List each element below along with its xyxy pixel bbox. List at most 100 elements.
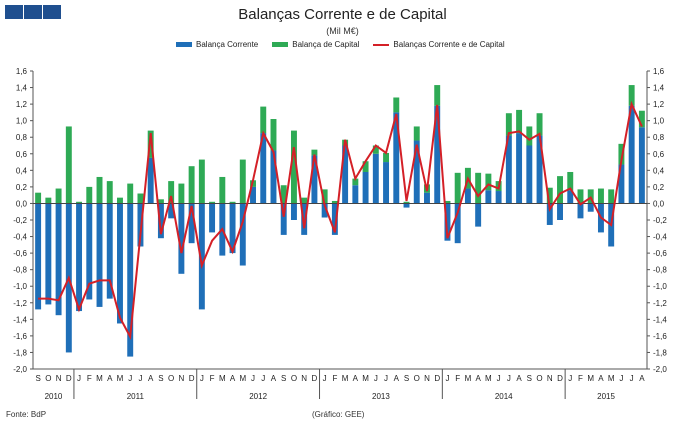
bar-capital-account — [35, 192, 42, 204]
bar-capital-account — [198, 159, 205, 204]
bar-capital-account — [577, 189, 584, 204]
bar-current-account — [209, 203, 216, 233]
x-tick-label-month: N — [56, 374, 62, 383]
x-tick-label-month: J — [374, 374, 378, 383]
bar-capital-account — [444, 200, 451, 204]
y-tick-label-right: 1,6 — [653, 67, 665, 76]
bar-current-account — [352, 185, 359, 204]
y-tick-label-left: -1,8 — [13, 348, 27, 357]
y-tick-label-right: -2,0 — [653, 365, 667, 374]
x-tick-label-month: D — [557, 374, 563, 383]
bar-current-account — [239, 203, 246, 266]
x-tick-label-month: A — [148, 374, 154, 383]
bar-capital-account — [270, 119, 277, 151]
bar-current-account — [577, 203, 584, 219]
legend-item-combined: Balanças Corrente e de Capital — [373, 40, 505, 49]
header-block — [43, 5, 61, 19]
bar-capital-account — [178, 183, 185, 204]
y-tick-label-left: -0,6 — [13, 249, 27, 258]
x-tick-label-month: J — [138, 374, 142, 383]
y-tick-label-left: 0,8 — [16, 133, 28, 142]
x-tick-label-month: J — [497, 374, 501, 383]
bar-capital-account — [65, 126, 72, 204]
bar-current-account — [321, 203, 328, 218]
y-tick-label-left: -0,8 — [13, 266, 27, 275]
y-tick-label-left: 1,4 — [16, 84, 28, 93]
bar-capital-account — [567, 171, 574, 191]
bar-current-account — [587, 203, 594, 212]
legend-label-combined: Balanças Corrente e de Capital — [393, 40, 505, 49]
bar-current-account — [157, 203, 164, 239]
x-tick-label-month: D — [312, 374, 318, 383]
y-tick-label-right: -1,2 — [653, 299, 667, 308]
y-tick-label-left: -2,0 — [13, 365, 27, 374]
bar-current-account — [424, 192, 430, 204]
bar-current-account — [86, 203, 93, 300]
x-tick-label-month: O — [414, 374, 420, 383]
bar-capital-account — [45, 197, 52, 204]
bar-current-account — [516, 133, 523, 204]
legend-label-current: Balança Corrente — [196, 40, 259, 49]
x-tick-label-month: M — [362, 374, 369, 383]
y-tick-label-left: 1,2 — [16, 100, 28, 109]
bar-capital-account — [454, 172, 461, 204]
bar-current-account — [55, 203, 62, 316]
bar-capital-account — [301, 197, 308, 204]
bar-current-account — [505, 135, 512, 204]
x-tick-label-month: F — [87, 374, 92, 383]
y-tick-label-right: -1,6 — [653, 332, 667, 341]
y-tick-label-left: -1,4 — [13, 315, 27, 324]
x-tick-label-month: O — [45, 374, 51, 383]
line-combined-balance — [38, 100, 643, 341]
y-tick-label-right: 1,0 — [653, 117, 665, 126]
x-tick-label-month: A — [230, 374, 236, 383]
chart-title: Balanças Corrente e de Capital — [238, 6, 447, 23]
bar-capital-account — [321, 189, 328, 204]
y-tick-label-left: 0,6 — [16, 150, 28, 159]
x-tick-label-month: J — [261, 374, 265, 383]
bar-capital-account — [290, 130, 297, 204]
x-tick-label-month: S — [281, 374, 286, 383]
bar-current-account — [147, 157, 154, 204]
legend-item-current: Balança Corrente — [176, 40, 258, 49]
bar-current-account — [638, 127, 645, 204]
bar-current-account — [168, 203, 175, 219]
y-tick-label-left: -1,2 — [13, 299, 27, 308]
x-tick-label-month: S — [404, 374, 409, 383]
bar-capital-account — [618, 143, 625, 165]
y-tick-label-left: -0,4 — [13, 233, 27, 242]
x-tick-label-month: A — [271, 374, 277, 383]
y-tick-label-left: 0,4 — [16, 166, 28, 175]
bar-capital-account — [331, 200, 338, 204]
x-tick-label-month: A — [598, 374, 604, 383]
bar-current-account — [45, 203, 52, 305]
x-tick-label-month: D — [66, 374, 72, 383]
bar-current-account — [76, 203, 83, 312]
bar-capital-account — [413, 126, 420, 141]
bar-capital-account — [557, 176, 563, 204]
y-tick-label-right: 1,2 — [653, 100, 665, 109]
y-tick-label-left: -1,0 — [13, 282, 27, 291]
bar-current-account — [301, 203, 308, 235]
y-tick-label-right: -0,8 — [653, 266, 667, 275]
x-tick-label-month: M — [117, 374, 124, 383]
x-tick-label-month: J — [619, 374, 623, 383]
bar-capital-account — [403, 201, 410, 204]
bar-current-account — [311, 155, 318, 204]
bar-capital-account — [505, 113, 512, 136]
legend-swatch-combined — [373, 43, 390, 46]
bar-current-account — [96, 203, 103, 307]
x-tick-label-month: S — [527, 374, 532, 383]
bar-capital-account — [260, 106, 267, 134]
x-tick-label-month: D — [434, 374, 440, 383]
bar-capital-account — [393, 97, 400, 113]
x-tick-label-month: M — [587, 374, 594, 383]
legend-item-capital: Balança de Capital — [272, 40, 359, 49]
y-tick-label-left: -0,2 — [13, 216, 27, 225]
y-tick-label-right: -0,6 — [653, 249, 667, 258]
y-tick-label-left: 1,6 — [16, 67, 28, 76]
x-tick-label-month: N — [424, 374, 430, 383]
y-tick-label-right: 0,8 — [653, 133, 665, 142]
y-tick-label-right: 0,4 — [653, 166, 665, 175]
